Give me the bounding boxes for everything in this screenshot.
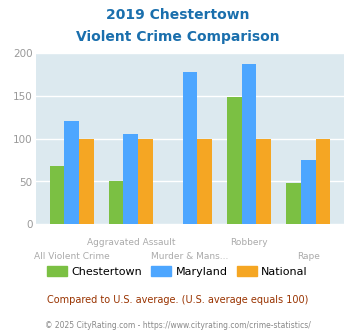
Bar [64,121,79,224]
Text: 2019 Chestertown: 2019 Chestertown [106,8,249,22]
Bar [301,160,316,224]
Bar [256,139,271,224]
Text: © 2025 CityRating.com - https://www.cityrating.com/crime-statistics/: © 2025 CityRating.com - https://www.city… [45,321,310,330]
Text: Aggravated Assault: Aggravated Assault [87,238,175,247]
Bar [79,139,94,224]
Bar [227,97,242,224]
Text: All Violent Crime: All Violent Crime [34,252,110,261]
Bar [124,134,138,224]
Text: Rape: Rape [297,252,320,261]
Legend: Chestertown, Maryland, National: Chestertown, Maryland, National [43,261,312,281]
Bar [50,166,64,224]
Bar [182,72,197,224]
Text: Compared to U.S. average. (U.S. average equals 100): Compared to U.S. average. (U.S. average … [47,295,308,305]
Bar [197,139,212,224]
Bar [316,139,330,224]
Bar [286,183,301,224]
Bar [242,64,256,224]
Bar [138,139,153,224]
Text: Violent Crime Comparison: Violent Crime Comparison [76,30,279,44]
Text: Robbery: Robbery [230,238,268,247]
Bar [109,182,124,224]
Text: Murder & Mans...: Murder & Mans... [151,252,229,261]
